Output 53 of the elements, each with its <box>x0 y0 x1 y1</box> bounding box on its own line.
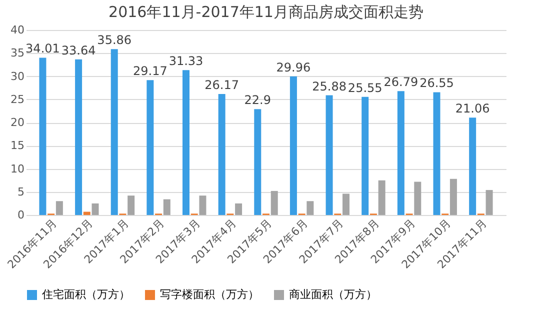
y-tick-label: 30 <box>10 70 24 83</box>
bar <box>199 196 206 215</box>
bar <box>39 58 46 215</box>
chart-title: 2016年11月-2017年11月商品房成交面积走势 <box>108 3 424 21</box>
data-label: 31.33 <box>168 54 204 68</box>
bar <box>75 59 82 215</box>
bar <box>235 203 242 215</box>
bar <box>218 94 226 215</box>
bar <box>92 203 99 215</box>
bar <box>290 76 297 215</box>
y-tick-label: 20 <box>10 116 24 129</box>
bar <box>182 70 190 215</box>
y-tick-label: 40 <box>10 24 24 36</box>
data-label: 29.96 <box>276 60 311 74</box>
bar <box>163 199 170 215</box>
bar <box>469 118 476 215</box>
data-label: 29.17 <box>133 64 168 78</box>
legend-label: 商业面积（万方） <box>289 288 377 301</box>
bar <box>83 212 90 215</box>
bar <box>450 178 457 215</box>
bar <box>254 109 262 215</box>
data-label: 25.88 <box>312 79 346 94</box>
bar <box>128 196 135 215</box>
bar <box>270 190 278 215</box>
legend-label: 写字楼面积（万方） <box>160 288 259 301</box>
bar <box>306 201 314 215</box>
data-label: 33.64 <box>61 43 96 58</box>
y-tick-label: 5 <box>18 185 24 198</box>
bar <box>56 201 63 215</box>
data-label: 22.9 <box>244 93 271 108</box>
y-tick-label: 15 <box>10 139 24 152</box>
data-label: 21.06 <box>455 102 490 116</box>
bar <box>146 80 154 215</box>
data-label: 34.01 <box>26 42 60 56</box>
data-label: 26.79 <box>384 75 418 90</box>
bar <box>342 194 350 215</box>
bar <box>110 49 118 215</box>
bar <box>362 96 369 215</box>
y-tick-label: 0 <box>18 208 24 222</box>
data-label: 26.17 <box>204 78 239 92</box>
legend-label: 住宅面积（万方） <box>42 288 130 301</box>
data-label: 26.55 <box>420 76 454 90</box>
bar <box>433 92 440 215</box>
bar <box>414 182 422 215</box>
data-label: 35.86 <box>97 33 132 48</box>
y-tick-label: 25 <box>10 92 24 106</box>
bar <box>378 180 386 215</box>
y-tick-label: 35 <box>10 46 24 60</box>
bar <box>326 95 333 215</box>
bar <box>397 91 404 215</box>
y-tick-label: 10 <box>10 162 24 176</box>
bar <box>486 190 493 215</box>
data-label: 25.55 <box>348 80 382 95</box>
